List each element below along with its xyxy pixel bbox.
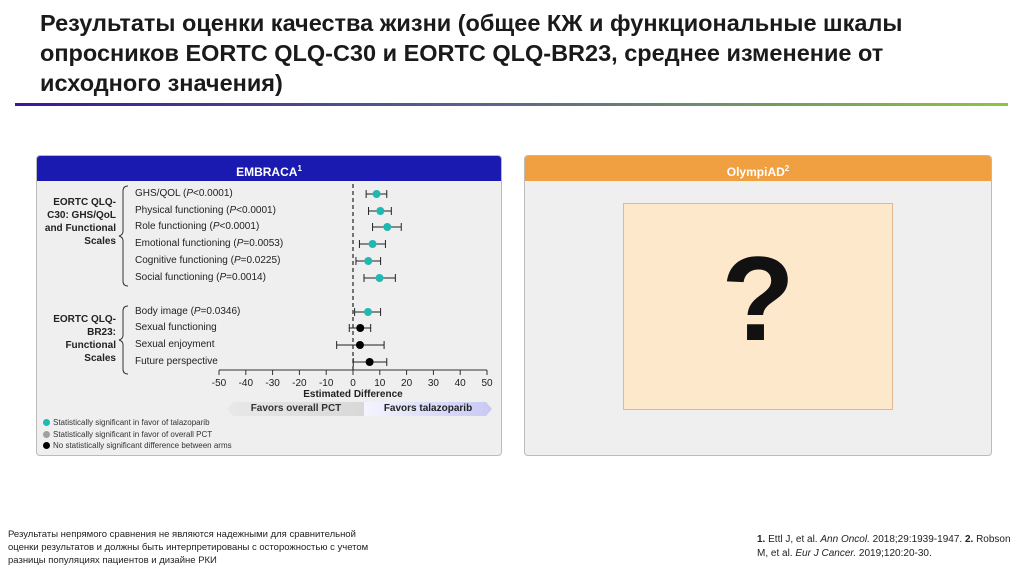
legend-label: Statistically significant in favor of ta… (53, 418, 210, 427)
page-title: Результаты оценки качества жизни (общее … (40, 10, 903, 96)
ref-text: Ettl J, et al. (765, 534, 821, 545)
legend-teal-dot (43, 419, 50, 426)
ref-journal: Ann Oncol. (820, 534, 870, 545)
row-name: Social functioning (135, 272, 214, 283)
p-value: =0.0225 (240, 255, 278, 266)
x-tick-label: 20 (401, 378, 413, 389)
ref-journal: Eur J Cancer. (795, 548, 857, 559)
row-label: Emotional functioning (P=0.0053) (135, 238, 284, 249)
x-tick-label: -30 (265, 378, 280, 389)
x-tick-label: -20 (292, 378, 307, 389)
embraca-header: EMBRACA1 (37, 156, 501, 181)
row-name: GHS/QOL (135, 188, 181, 199)
point-estimate (355, 341, 364, 349)
p-value: <0.0001 (192, 188, 230, 199)
x-tick-label: 10 (374, 378, 386, 389)
group-brace-c30 (118, 185, 129, 287)
row-label: Role functioning (P<0.0001) (135, 221, 260, 232)
p-symbol: P (233, 255, 241, 266)
ref-text: Robson M, et al. (757, 534, 1011, 559)
olympiad-panel: OlympiAD2 ? (524, 155, 992, 456)
row-label: Sexual enjoyment (135, 339, 215, 351)
row-name: Sexual functioning (135, 322, 217, 333)
legend-gray-dot (43, 431, 50, 438)
x-tick-label: -10 (318, 378, 334, 389)
point-estimate (376, 207, 385, 215)
favors-talazoparib-arrow: Favors talazoparib (364, 402, 492, 416)
point-estimate (383, 223, 392, 231)
p-symbol: P (236, 238, 244, 249)
row-label: GHS/QOL (P<0.0001) (135, 188, 233, 199)
x-tick-label: -50 (211, 378, 227, 389)
references: 1. Ettl J, et al. Ann Oncol. 2018;29:193… (757, 533, 1019, 561)
row-label: Social functioning (P=0.0014) (135, 272, 266, 283)
x-axis-label: Estimated Difference (303, 389, 403, 400)
legend-item: Statistically significant in favor of ta… (43, 418, 210, 428)
ref-num: 2. (964, 534, 974, 545)
legend-label: No statistically significant difference … (53, 441, 232, 450)
point-estimate (372, 190, 381, 198)
olympiad-header: OlympiAD2 (525, 156, 991, 181)
p-symbol: P (186, 188, 193, 199)
embraca-title: EMBRACA (236, 165, 298, 179)
p-value: =0.0014 (226, 272, 263, 283)
ref-num: 1. (757, 534, 766, 545)
point-estimate (375, 274, 384, 282)
group-brace-br23 (118, 305, 129, 375)
point-estimate (365, 358, 374, 366)
row-label: Cognitive functioning (P=0.0225) (135, 255, 281, 266)
x-tick-label: 0 (350, 378, 356, 389)
row-label: Body image (P=0.0346) (135, 306, 241, 317)
point-estimate (364, 257, 373, 265)
row-name: Physical functioning (135, 205, 224, 216)
point-estimate (364, 308, 373, 316)
group-label-br23: EORTC QLQ-BR23: Functional Scales (53, 314, 116, 364)
ref-text: 2019;120:20-30. (856, 548, 932, 559)
row-label: Sexual functioning (135, 322, 217, 334)
row-name: Future perspective (135, 356, 218, 367)
point-estimate (368, 240, 377, 248)
title-divider (15, 103, 1008, 106)
p-symbol: P (229, 205, 237, 216)
row-label: Physical functioning (P<0.0001) (135, 205, 276, 216)
x-tick-label: 30 (427, 378, 439, 389)
row-name: Sexual enjoyment (135, 339, 215, 350)
group-label-c30: EORTC QLQ-C30: GHS/QoL and Functional Sc… (44, 197, 116, 247)
ref-text: 2018;29:1939-1947. (869, 534, 965, 545)
row-name: Body image (135, 306, 188, 317)
p-symbol: P (219, 272, 227, 283)
footnote: Результаты непрямого сравнения не являют… (8, 529, 369, 566)
p-value: <0.0001 (219, 221, 256, 232)
p-value: =0.0346 (200, 306, 238, 317)
row-name: Emotional functioning (135, 238, 231, 249)
question-mark: ? (721, 232, 795, 366)
olympiad-ref-sup: 2 (784, 164, 790, 173)
embraca-ref-sup: 1 (297, 164, 302, 173)
placeholder-box: ? (623, 203, 893, 410)
legend-black-dot (43, 442, 50, 449)
x-tick-label: -40 (238, 378, 254, 389)
p-value: <0.0001 (236, 205, 273, 216)
point-estimate (356, 324, 365, 332)
x-tick-label: 50 (481, 378, 493, 389)
legend-item: No statistically significant difference … (43, 441, 232, 451)
row-label: Future perspective (135, 356, 218, 368)
legend-label: Statistically significant in favor of ov… (53, 430, 213, 439)
olympiad-title: OlympiAD (726, 165, 785, 179)
x-tick-label: 40 (454, 378, 466, 389)
p-value: =0.0053 (243, 238, 280, 249)
row-name: Role functioning (135, 221, 207, 232)
row-name: Cognitive functioning (135, 255, 228, 266)
p-symbol: P (193, 306, 201, 317)
legend-item: Statistically significant in favor of ov… (43, 430, 212, 440)
p-symbol: P (212, 221, 220, 232)
favors-pct-arrow: Favors overall PCT (227, 402, 365, 416)
